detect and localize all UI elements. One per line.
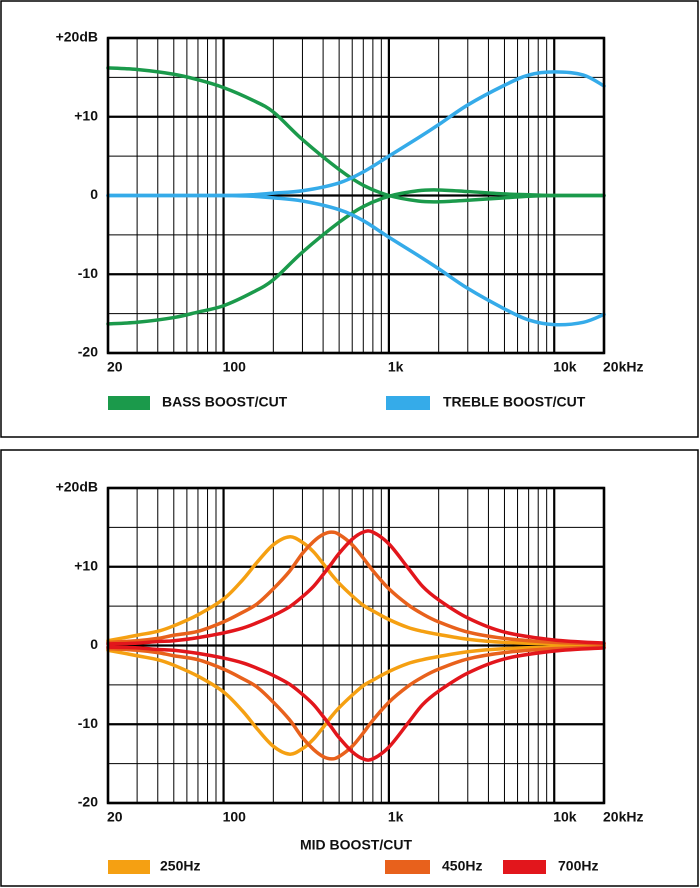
legend-swatch bbox=[503, 860, 546, 874]
x-tick-label: 20 bbox=[107, 359, 123, 375]
legend-label: 700Hz bbox=[558, 858, 598, 874]
curve bbox=[106, 645, 606, 762]
y-tick-label: -20 bbox=[78, 794, 98, 810]
legend-label: 450Hz bbox=[442, 858, 482, 874]
x-tick-label: 100 bbox=[223, 809, 247, 825]
plot-frame bbox=[106, 36, 606, 355]
panel-border bbox=[0, 0, 699, 438]
legend-label: BASS BOOST/CUT bbox=[162, 394, 288, 410]
curve bbox=[106, 193, 606, 327]
y-tick-label: -10 bbox=[78, 715, 98, 731]
legend-swatch bbox=[386, 396, 430, 410]
y-tick-label: -10 bbox=[78, 265, 98, 281]
y-tick-label: +10 bbox=[74, 557, 98, 573]
y-tick-label: +20dB bbox=[56, 29, 98, 45]
legend-label: TREBLE BOOST/CUT bbox=[443, 394, 586, 410]
x-tick-label: 10k bbox=[553, 809, 577, 825]
x-axis-label: MID BOOST/CUT bbox=[300, 837, 412, 853]
curve bbox=[106, 530, 606, 646]
x-tick-label: 20 bbox=[107, 809, 123, 825]
y-tick-label: 0 bbox=[90, 636, 98, 652]
x-tick-label: 10k bbox=[553, 359, 577, 375]
x-tick-label: 1k bbox=[388, 359, 404, 375]
x-tick-label: 100 bbox=[223, 359, 247, 375]
y-tick-label: +20dB bbox=[56, 479, 98, 495]
legend-swatch bbox=[108, 396, 150, 410]
legend-swatch bbox=[385, 860, 430, 874]
y-tick-label: +10 bbox=[74, 107, 98, 123]
curve bbox=[106, 645, 606, 761]
curve bbox=[106, 188, 606, 326]
panel-border bbox=[0, 449, 699, 887]
plot-frame bbox=[106, 486, 606, 805]
x-tick-label: 1k bbox=[388, 809, 404, 825]
curve bbox=[106, 529, 606, 646]
legend-label: 250Hz bbox=[160, 858, 200, 874]
y-tick-label: 0 bbox=[90, 186, 98, 202]
y-tick-label: -20 bbox=[78, 344, 98, 360]
x-tick-label: 20kHz bbox=[603, 359, 643, 375]
x-tick-label: 20kHz bbox=[603, 809, 643, 825]
legend-swatch bbox=[108, 860, 150, 874]
